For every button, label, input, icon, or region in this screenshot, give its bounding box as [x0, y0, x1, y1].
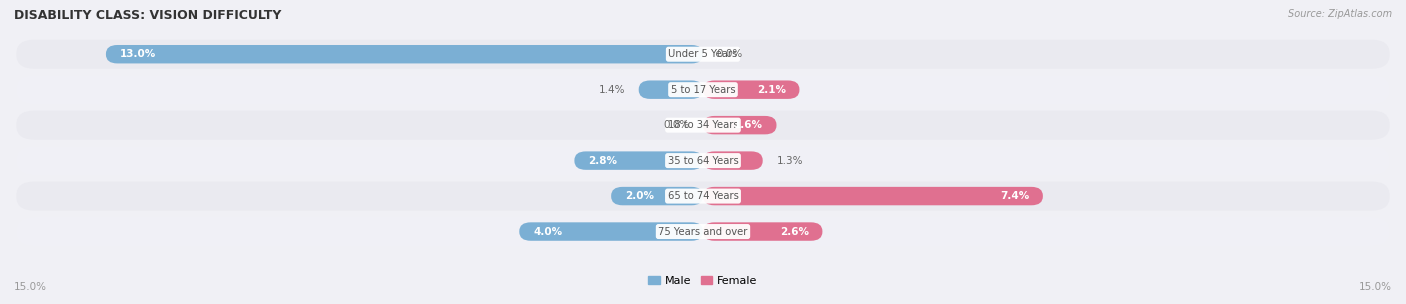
FancyBboxPatch shape: [703, 116, 776, 134]
Text: 1.3%: 1.3%: [776, 156, 803, 166]
FancyBboxPatch shape: [17, 146, 1389, 175]
Text: 2.1%: 2.1%: [756, 85, 786, 95]
FancyBboxPatch shape: [17, 40, 1389, 69]
Text: 65 to 74 Years: 65 to 74 Years: [668, 191, 738, 201]
FancyBboxPatch shape: [519, 222, 703, 241]
Text: 2.6%: 2.6%: [780, 226, 808, 237]
Text: 7.4%: 7.4%: [1000, 191, 1029, 201]
FancyBboxPatch shape: [703, 81, 800, 99]
Text: 75 Years and over: 75 Years and over: [658, 226, 748, 237]
Text: Source: ZipAtlas.com: Source: ZipAtlas.com: [1288, 9, 1392, 19]
FancyBboxPatch shape: [17, 181, 1389, 211]
Text: 18 to 34 Years: 18 to 34 Years: [668, 120, 738, 130]
FancyBboxPatch shape: [612, 187, 703, 205]
FancyBboxPatch shape: [575, 151, 703, 170]
FancyBboxPatch shape: [105, 45, 703, 64]
FancyBboxPatch shape: [17, 111, 1389, 140]
Text: 5 to 17 Years: 5 to 17 Years: [671, 85, 735, 95]
Text: DISABILITY CLASS: VISION DIFFICULTY: DISABILITY CLASS: VISION DIFFICULTY: [14, 9, 281, 22]
Text: 1.4%: 1.4%: [599, 85, 624, 95]
FancyBboxPatch shape: [17, 75, 1389, 104]
FancyBboxPatch shape: [703, 151, 762, 170]
Text: 13.0%: 13.0%: [120, 49, 156, 59]
Text: 15.0%: 15.0%: [14, 282, 46, 292]
Text: 15.0%: 15.0%: [1360, 282, 1392, 292]
Text: 35 to 64 Years: 35 to 64 Years: [668, 156, 738, 166]
Text: 4.0%: 4.0%: [533, 226, 562, 237]
FancyBboxPatch shape: [17, 217, 1389, 246]
Text: Under 5 Years: Under 5 Years: [668, 49, 738, 59]
Text: 0.0%: 0.0%: [664, 120, 689, 130]
Text: 2.0%: 2.0%: [624, 191, 654, 201]
Text: 2.8%: 2.8%: [588, 156, 617, 166]
FancyBboxPatch shape: [703, 222, 823, 241]
Text: 1.6%: 1.6%: [734, 120, 762, 130]
FancyBboxPatch shape: [703, 187, 1043, 205]
Legend: Male, Female: Male, Female: [644, 271, 762, 291]
Text: 0.0%: 0.0%: [717, 49, 742, 59]
FancyBboxPatch shape: [638, 81, 703, 99]
